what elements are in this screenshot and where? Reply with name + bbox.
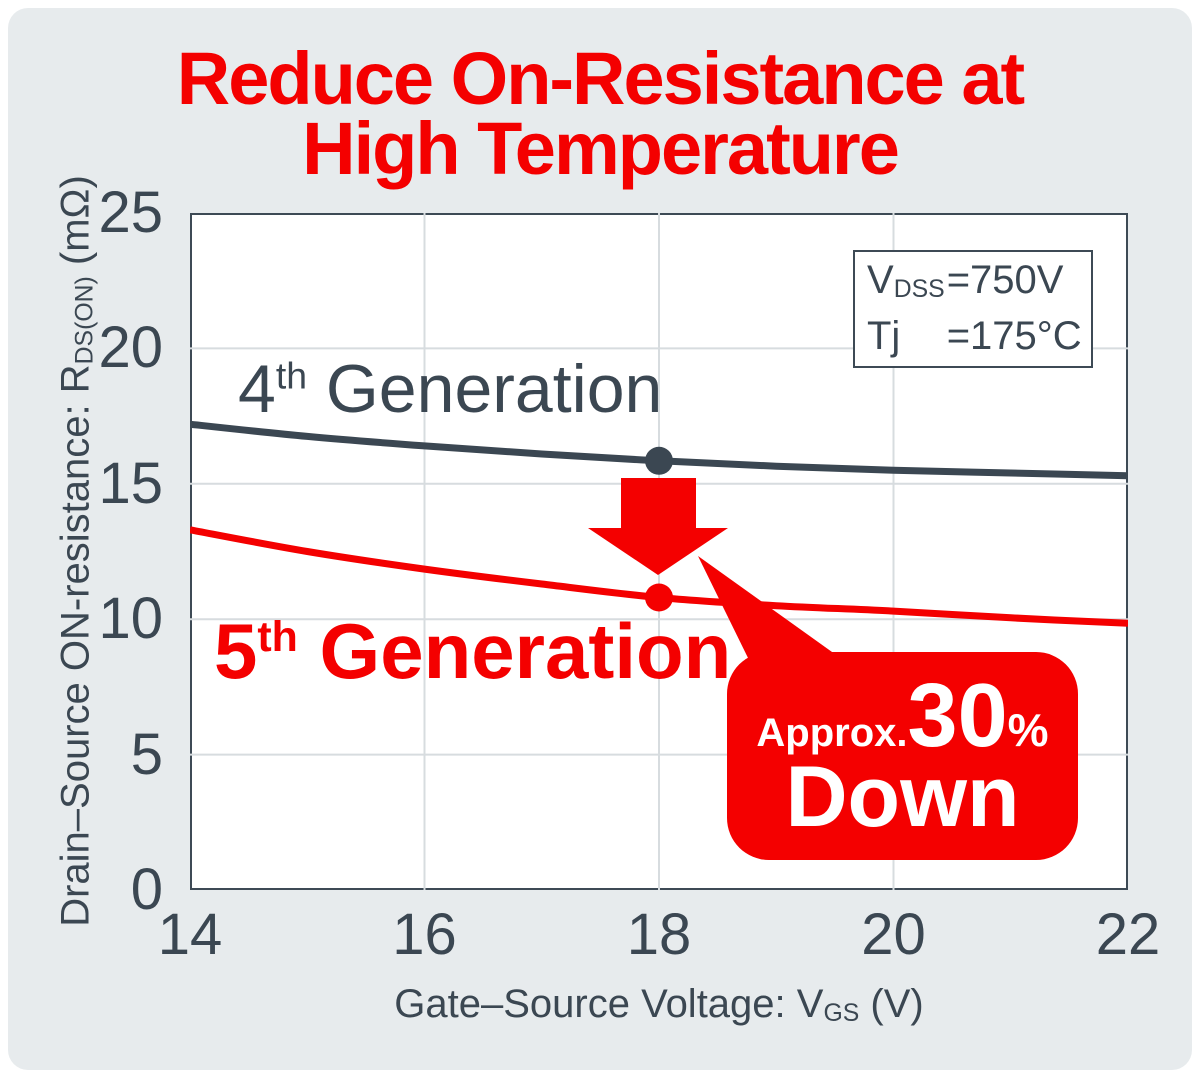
callout-text: Approx. 30% Down — [727, 656, 1078, 856]
callout-line1: Approx. 30% — [756, 665, 1049, 766]
callout-value: 30 — [907, 665, 1008, 766]
y-tick-15: 15 — [98, 451, 163, 516]
callout-unit: % — [1007, 703, 1049, 756]
y-axis-title-text: Drain–Source ON-resistance: R — [53, 364, 98, 927]
gen5-ordinal: th — [257, 613, 298, 661]
x-tick-18: 18 — [626, 902, 692, 967]
x-tick-16: 16 — [392, 902, 457, 967]
y-axis-title-sub: DS(ON) — [71, 276, 99, 365]
x-axis-title-text: Gate–Source Voltage: V — [394, 982, 824, 1026]
x-tick-22: 22 — [1095, 902, 1161, 967]
legend-tj-value: =175°C — [946, 314, 1082, 358]
legend-box: VDSS =750V Tj =175°C — [853, 250, 1093, 368]
legend-tj-symbol: Tj — [867, 314, 901, 358]
plot-canvas — [190, 213, 1128, 890]
legend-vdss-value: =750V — [946, 258, 1064, 302]
callout-bubble — [727, 652, 1078, 860]
x-tick-20: 20 — [861, 902, 926, 967]
y-tick-5: 5 — [130, 722, 163, 787]
x-axis-title-unit: (V) — [859, 982, 924, 1026]
gen4-text: Generation — [307, 351, 663, 427]
legend-vdss-sub: DSS — [893, 276, 945, 304]
gen4-ordinal: th — [275, 354, 308, 397]
chart-title: Reduce On-Resistance at High Temperature — [0, 37, 1200, 191]
gen5-marker — [645, 583, 673, 612]
legend-vdss-v: V — [867, 258, 894, 302]
y-tick-20: 20 — [98, 315, 163, 380]
y-tick-10: 10 — [98, 586, 163, 651]
y-tick-25: 25 — [98, 180, 163, 245]
callout-suffix: Down — [785, 748, 1020, 845]
x-axis-title: Gate–Source Voltage: VGS (V) — [394, 982, 923, 1027]
gen4-label: 4th Generation — [238, 350, 662, 428]
callout-prefix: Approx. — [756, 710, 908, 755]
gen5-number: 5 — [214, 607, 258, 695]
gen5-text: Generation — [297, 607, 732, 695]
gen4-number: 4 — [238, 351, 276, 427]
chart-title-line2: High Temperature — [302, 107, 900, 191]
gen5-label: 5th Generation — [214, 606, 731, 697]
callout-tail — [698, 556, 846, 662]
y-axis-title-unit: (mΩ) — [53, 175, 98, 277]
y-tick-0: 0 — [130, 857, 163, 922]
down-arrow-icon — [588, 478, 728, 575]
y-axis-title: Drain–Source ON-resistance: RDS(ON) (mΩ) — [54, 175, 99, 927]
legend-vdss-symbol: VDSS — [867, 255, 945, 311]
gen4-marker — [645, 446, 673, 475]
x-axis-title-sub: GS — [823, 1000, 860, 1028]
x-tick-14: 14 — [157, 902, 223, 967]
chart-title-line1: Reduce On-Resistance at — [176, 37, 1025, 120]
